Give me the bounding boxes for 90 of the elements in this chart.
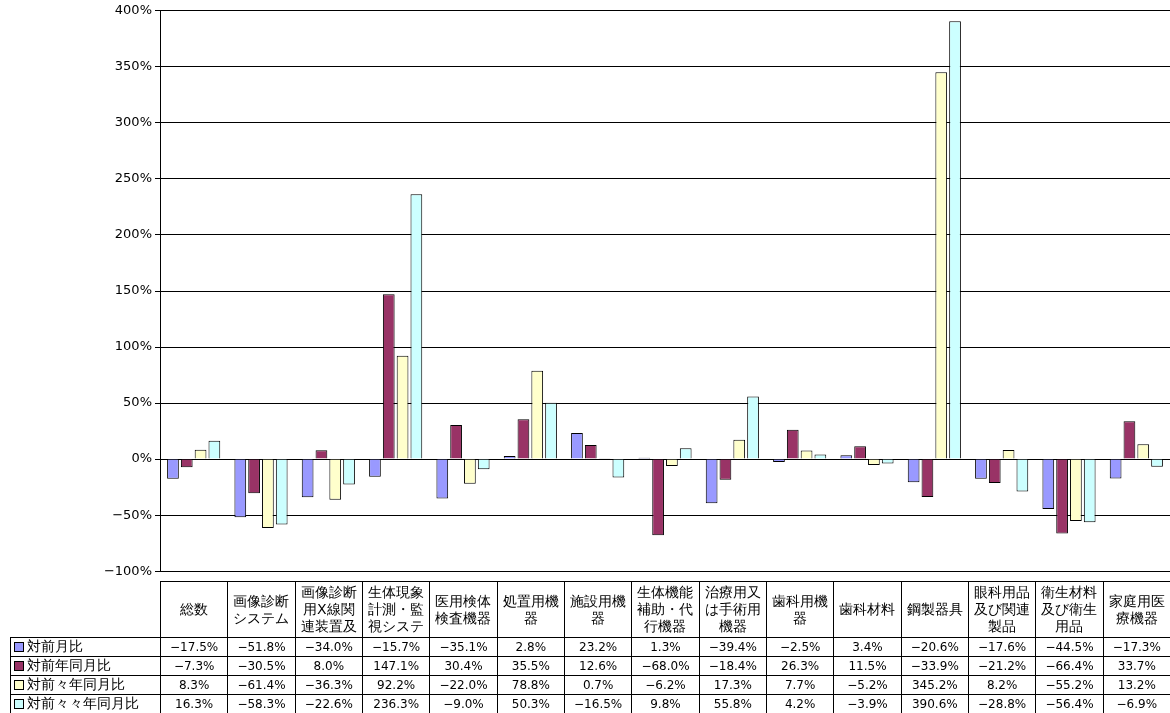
y-tick-label: 200% <box>114 226 152 242</box>
y-tick-label: 0% <box>131 450 152 466</box>
data-label: −2.5% <box>766 637 835 657</box>
y-tick-label: 150% <box>114 282 152 298</box>
x-tick-label: 治療用又は手術用機器 <box>698 581 767 638</box>
y-tick-label: 300% <box>114 114 152 130</box>
data-label: 9.8% <box>631 694 700 713</box>
y-tick-label: 350% <box>114 58 152 74</box>
data-label: −16.5% <box>564 694 633 713</box>
data-label: −22.6% <box>294 694 363 713</box>
data-label: 17.3% <box>698 675 767 695</box>
x-tick-label: 歯科材料 <box>833 581 902 638</box>
data-label: 147.1% <box>362 656 431 676</box>
data-label: 30.4% <box>429 656 498 676</box>
data-label: −6.2% <box>631 675 700 695</box>
data-label: −20.6% <box>900 637 969 657</box>
x-tick-label: 総数 <box>160 581 229 638</box>
y-tick-label: 250% <box>114 170 152 186</box>
y-tick-label: 400% <box>114 2 152 18</box>
data-label: −17.6% <box>968 637 1037 657</box>
data-label: −6.9% <box>1102 694 1170 713</box>
data-label: −17.3% <box>1102 637 1170 657</box>
data-label: −55.2% <box>1035 675 1104 695</box>
legend-label: 対前々々年同月比 <box>10 694 161 713</box>
data-label: 8.0% <box>294 656 363 676</box>
data-label: 92.2% <box>362 675 431 695</box>
data-label: 2.8% <box>496 637 565 657</box>
y-tick-label: −50% <box>112 506 152 522</box>
legend-label: 対前年同月比 <box>10 656 161 676</box>
data-label: −15.7% <box>362 637 431 657</box>
data-label: −9.0% <box>429 694 498 713</box>
data-label: −18.4% <box>698 656 767 676</box>
data-label: 345.2% <box>900 675 969 695</box>
data-label: −58.3% <box>227 694 296 713</box>
data-label: 78.8% <box>496 675 565 695</box>
data-label: 13.2% <box>1102 675 1170 695</box>
data-label: 3.4% <box>833 637 902 657</box>
data-label: −22.0% <box>429 675 498 695</box>
data-label: 236.3% <box>362 694 431 713</box>
data-label: −34.0% <box>294 637 363 657</box>
data-label: −36.3% <box>294 675 363 695</box>
data-label: −3.9% <box>833 694 902 713</box>
x-tick-label: 家庭用医療機器 <box>1102 581 1170 638</box>
data-label: −35.1% <box>429 637 498 657</box>
data-label: 35.5% <box>496 656 565 676</box>
x-tick-label: 生体現象計測・監視システ <box>362 581 431 638</box>
data-label: 8.3% <box>160 675 229 695</box>
x-tick-label: 処置用機器 <box>496 581 565 638</box>
data-label: 12.6% <box>564 656 633 676</box>
x-tick-label: 施設用機器 <box>564 581 633 638</box>
data-label: −33.9% <box>900 656 969 676</box>
data-label: 390.6% <box>900 694 969 713</box>
x-tick-label: 歯科用機器 <box>766 581 835 638</box>
x-tick-label: 生体機能補助・代行機器 <box>631 581 700 638</box>
data-label: −30.5% <box>227 656 296 676</box>
data-label: 55.8% <box>698 694 767 713</box>
x-tick-label: 画像診断システム <box>227 581 296 638</box>
legend-label: 対前月比 <box>10 637 161 657</box>
data-label: −44.5% <box>1035 637 1104 657</box>
data-label: −17.5% <box>160 637 229 657</box>
data-label: 4.2% <box>766 694 835 713</box>
data-label: 50.3% <box>496 694 565 713</box>
x-tick-label: 眼科用品及び関連製品 <box>968 581 1037 638</box>
data-label: 33.7% <box>1102 656 1170 676</box>
data-label: −21.2% <box>968 656 1037 676</box>
data-label: −7.3% <box>160 656 229 676</box>
data-label: 0.7% <box>564 675 633 695</box>
data-label: −39.4% <box>698 637 767 657</box>
data-label: −28.8% <box>968 694 1037 713</box>
data-label: −56.4% <box>1035 694 1104 713</box>
data-label: −66.4% <box>1035 656 1104 676</box>
data-label: −61.4% <box>227 675 296 695</box>
x-tick-label: 鋼製器具 <box>900 581 969 638</box>
data-label: −68.0% <box>631 656 700 676</box>
y-tick-label: 50% <box>123 394 152 410</box>
legend-label: 対前々年同月比 <box>10 675 161 695</box>
data-label: 23.2% <box>564 637 633 657</box>
data-label: 1.3% <box>631 637 700 657</box>
data-label: 8.2% <box>968 675 1037 695</box>
x-tick-label: 衛生材料及び衛生用品 <box>1035 581 1104 638</box>
x-tick-label: 画像診断用X線関連装置及 <box>294 581 363 638</box>
y-tick-label: −100% <box>103 562 152 578</box>
y-tick-label: 100% <box>114 338 152 354</box>
x-tick-label: 医用検体検査機器 <box>429 581 498 638</box>
data-label: −5.2% <box>833 675 902 695</box>
data-label: 11.5% <box>833 656 902 676</box>
data-label: 16.3% <box>160 694 229 713</box>
data-label: 7.7% <box>766 675 835 695</box>
data-label: −51.8% <box>227 637 296 657</box>
data-label: 26.3% <box>766 656 835 676</box>
